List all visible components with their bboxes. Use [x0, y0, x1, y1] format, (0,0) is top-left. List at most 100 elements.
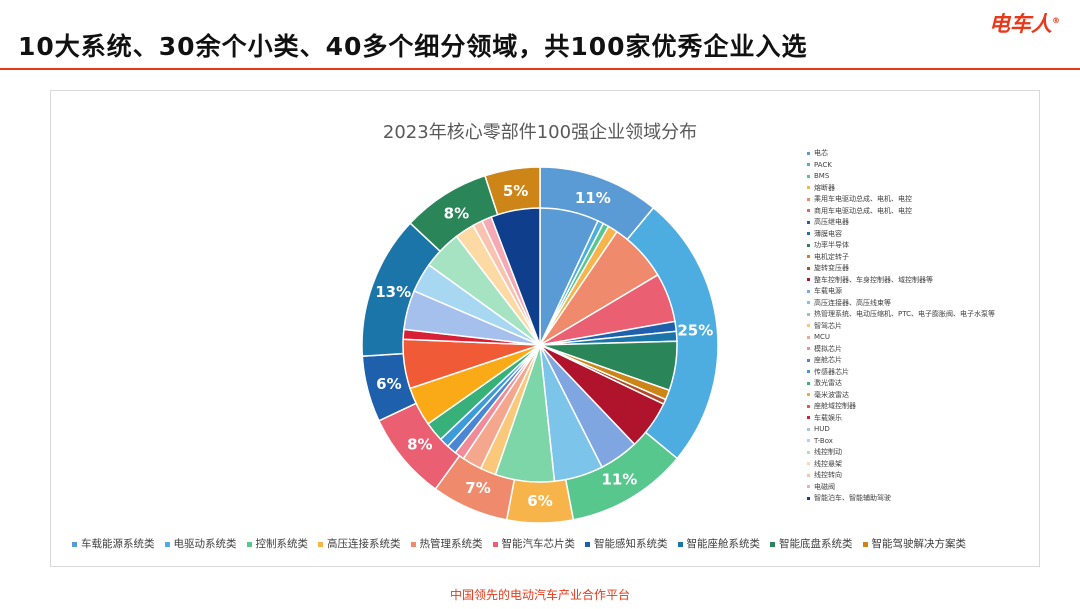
legend-label: HUD	[814, 425, 830, 433]
system-legend-label: 高压连接系统类	[327, 538, 401, 550]
legend-swatch	[807, 450, 810, 454]
header-divider	[0, 68, 1080, 70]
legend-item-23: 车载娱乐	[807, 413, 1037, 425]
legend-label: 高压继电器	[814, 218, 849, 226]
legend-label: 车载娱乐	[814, 413, 842, 422]
brand-name: 电车人	[989, 12, 1052, 36]
legend-swatch	[807, 324, 810, 327]
legend-item-25: T-Box	[807, 436, 1037, 448]
system-legend-item-5: 智能汽车芯片类	[492, 536, 576, 551]
legend-label: 线控制动	[814, 448, 842, 456]
system-legend-item-8: 智能底盘系统类	[770, 536, 853, 551]
outer-data-label-3: 6%	[527, 492, 552, 510]
legend-swatch	[807, 289, 810, 293]
page-headline: 10大系统、30余个小类、40多个细分领域，共100家优秀企业入选	[18, 32, 808, 61]
legend-item-15: 智驾芯片	[807, 321, 1037, 333]
legend-swatch	[807, 266, 810, 270]
legend-label: 车载电源	[814, 287, 842, 295]
chart-title: 2023年核心零部件100强企业领域分布	[382, 122, 698, 143]
legend-swatch	[807, 209, 810, 212]
legend-item-17: 模拟芯片	[807, 344, 1037, 356]
legend-swatch	[807, 255, 810, 258]
legend-label: PACK	[814, 160, 832, 169]
legend-item-26: 线控制动	[807, 447, 1037, 459]
legend-item-14: 热管理系统、电动压缩机、PTC、电子膨胀阀、电子水泵等	[807, 309, 1037, 321]
legend-item-21: 毫米波雷达	[807, 390, 1037, 402]
outer-data-label-1: 25%	[677, 321, 713, 339]
system-legend-swatch	[318, 541, 323, 547]
legend-item-11: 整车控制器、车身控制器、域控制器等	[807, 275, 1037, 287]
system-legend-swatch	[677, 541, 683, 547]
legend-label: 电机定转子	[814, 252, 849, 261]
legend-label: 功率半导体	[814, 241, 849, 249]
legend-swatch	[807, 462, 810, 465]
legend-item-12: 车载电源	[807, 286, 1037, 298]
legend-label: 智能泊车、智能辅助驾驶	[814, 494, 891, 502]
legend-swatch	[807, 186, 810, 189]
legend-label: 线控转向	[814, 471, 842, 479]
legend-label: BMS	[814, 172, 830, 180]
system-legend-item-4: 热管理系统类	[410, 536, 483, 551]
legend-swatch	[807, 232, 810, 235]
legend-label: 热管理系统、电动压缩机、PTC、电子膨胀阀、电子水泵等	[814, 310, 995, 318]
legend-item-0: 电芯	[807, 148, 1037, 160]
legend-swatch	[807, 220, 810, 224]
legend-label: 座舱芯片	[814, 356, 842, 364]
legend-label: MCU	[814, 333, 831, 341]
outer-data-label-7: 13%	[375, 283, 411, 301]
legend-label: 线控悬架	[814, 459, 842, 468]
legend-swatch	[807, 473, 810, 477]
system-legend-label: 车载能源系统类	[81, 538, 155, 550]
legend-swatch	[807, 335, 810, 339]
legend-item-29: 电磁阀	[807, 482, 1037, 494]
legend-item-13: 高压连接器、高压线束等	[807, 298, 1037, 310]
system-legend-swatch	[862, 541, 868, 547]
legend-label: 毫米波雷达	[814, 390, 849, 399]
system-legend-swatch	[585, 541, 590, 547]
legend-label: 薄膜电容	[814, 229, 842, 238]
legend-swatch	[807, 174, 810, 178]
outer-data-label-2: 11%	[601, 470, 637, 488]
legend-item-9: 电机定转子	[807, 252, 1037, 264]
legend-label: 模拟芯片	[814, 344, 842, 353]
legend-swatch	[807, 427, 810, 431]
legend-item-28: 线控转向	[807, 470, 1037, 482]
system-legend-label: 控制系统类	[255, 538, 309, 550]
subcategory-legend: 电芯 PACK BMS 熔断器乘用车电驱动总成、电机、电控 商用车电驱动总成、电机、电控…	[807, 148, 1037, 505]
outer-data-label-6: 6%	[376, 375, 401, 393]
legend-label: 传感器芯片	[814, 367, 849, 376]
system-legend-label: 智能底盘系统类	[779, 538, 853, 550]
system-legend-label: 智能驾驶解决方案类	[871, 538, 967, 550]
legend-swatch	[807, 381, 810, 385]
brand-logo: 电车人®	[989, 8, 1060, 38]
brand-registered-mark: ®	[1052, 16, 1060, 25]
legend-label: 商用车电驱动总成、电机、电控	[814, 206, 912, 215]
system-legend-swatch	[72, 541, 77, 547]
system-legend-label: 电驱动系统类	[173, 538, 237, 550]
system-legend-item-2: 控制系统类	[246, 536, 309, 551]
legend-label: 熔断器	[814, 183, 835, 192]
inner-slice-30	[490, 207, 541, 346]
system-legend-item-6: 智能感知系统类	[585, 536, 668, 551]
legend-label: 电磁阀	[814, 482, 835, 491]
outer-data-label-5: 8%	[407, 435, 432, 453]
legend-swatch	[807, 496, 810, 500]
system-legend-swatch	[410, 541, 416, 547]
system-legend-swatch	[492, 541, 498, 547]
legend-label: 整车控制器、车身控制器、域控制器等	[814, 275, 933, 284]
system-legend-label: 智能汽车芯片类	[501, 538, 576, 550]
legend-item-2: BMS	[807, 171, 1037, 183]
legend-label: 乘用车电驱动总成、电机、电控	[814, 195, 912, 203]
outer-data-label-0: 11%	[575, 189, 611, 207]
legend-swatch	[807, 393, 810, 396]
legend-item-7: 薄膜电容	[807, 229, 1037, 241]
legend-item-10: 旋转变压器	[807, 263, 1037, 275]
system-legend: 车载能源系统类 电驱动系统类 控制系统类 高压连接系统类 热管理系统类 智能汽车芯片类 智能…	[72, 536, 976, 551]
legend-item-16: MCU	[807, 332, 1037, 344]
legend-item-20: 激光雷达	[807, 378, 1037, 390]
legend-item-19: 传感器芯片	[807, 367, 1037, 379]
legend-item-30: 智能泊车、智能辅助驾驶	[807, 493, 1037, 505]
legend-swatch	[807, 416, 810, 419]
legend-item-4: 乘用车电驱动总成、电机、电控	[807, 194, 1037, 206]
